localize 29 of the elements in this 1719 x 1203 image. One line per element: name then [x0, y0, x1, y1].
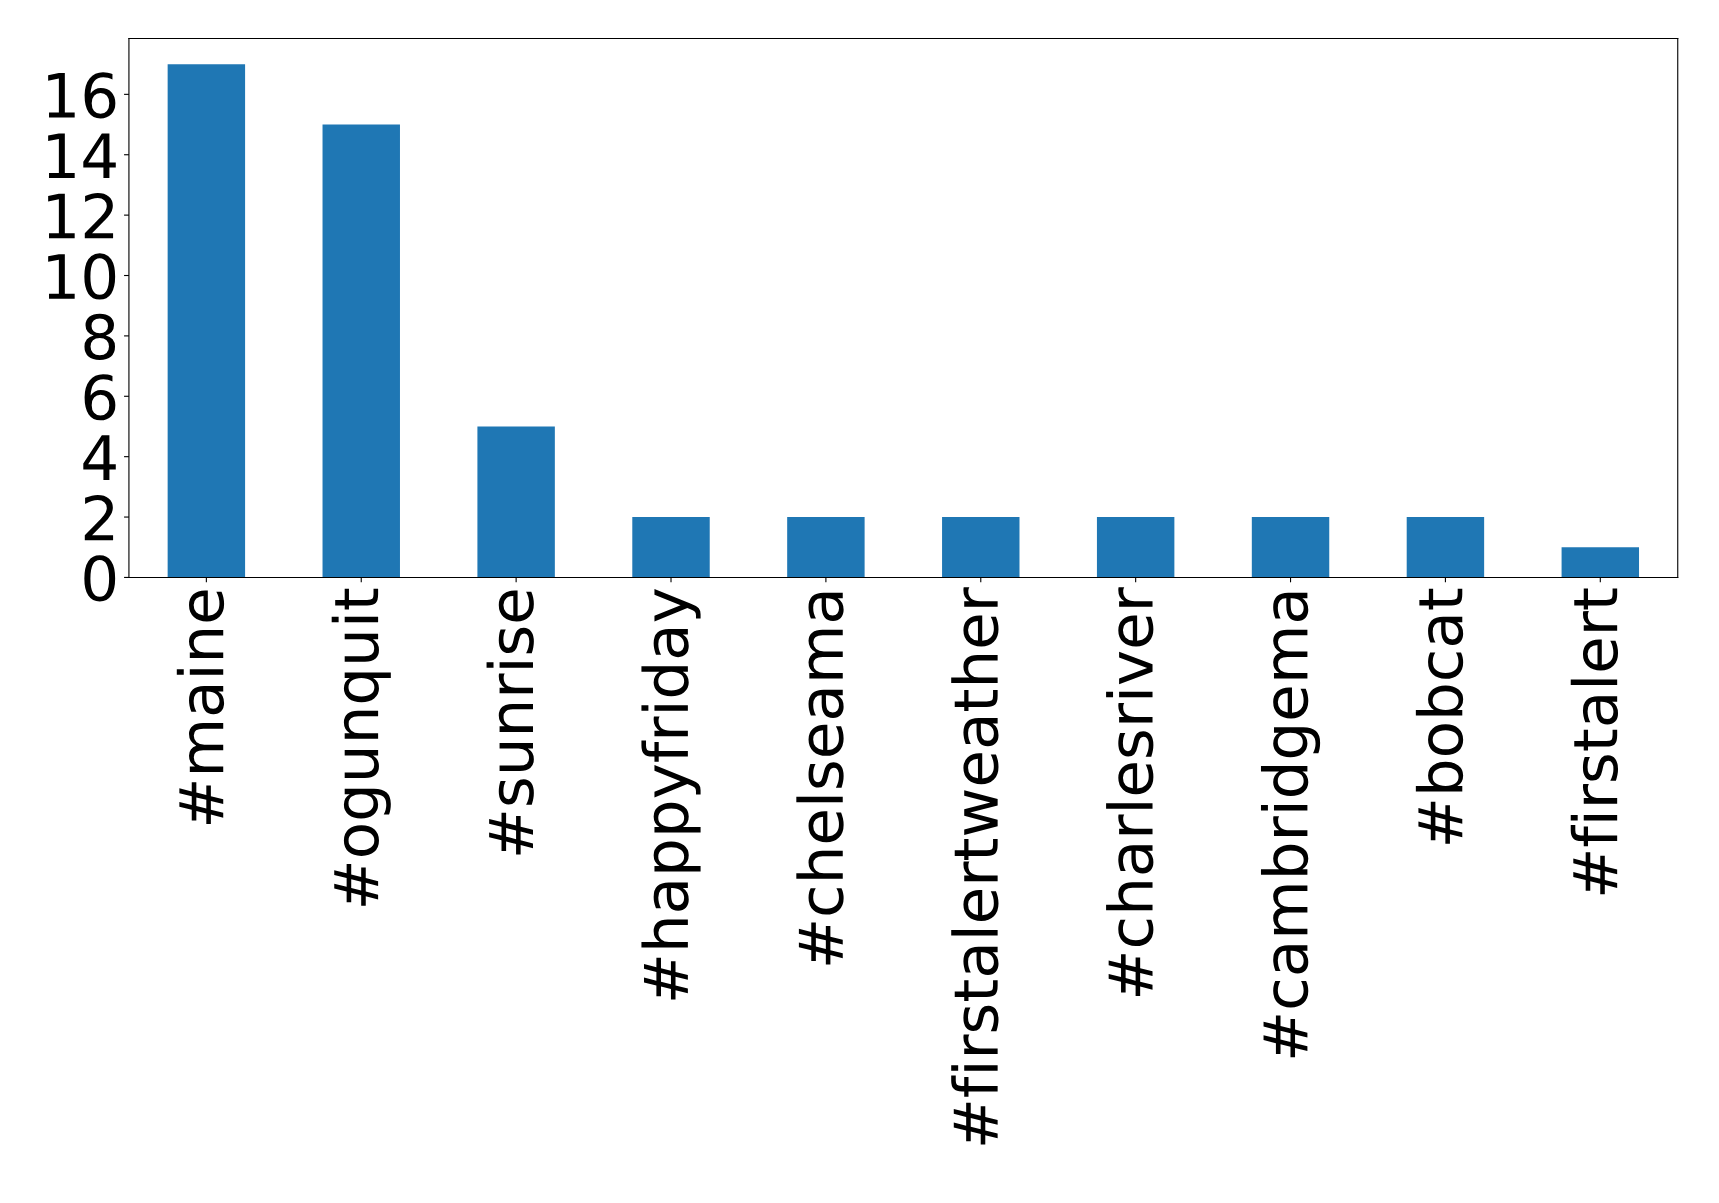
x-tick-label: #happyfriday	[641, 589, 701, 1000]
bar	[942, 517, 1020, 578]
y-tick-label: 2	[84, 494, 114, 541]
bar	[1561, 547, 1640, 578]
x-tick-label: #firstalertweather	[951, 587, 999, 1145]
y-tick-label: 12	[48, 192, 114, 239]
bar	[322, 124, 400, 578]
bar	[1096, 517, 1175, 578]
y-tick-label: 6	[84, 374, 116, 421]
y-tick-label: 14	[48, 133, 116, 178]
x-tick-label: #firstalert	[1570, 588, 1619, 895]
y-tick-label: 0	[84, 555, 116, 602]
bar	[167, 64, 246, 578]
y-tick-label: 16	[48, 72, 116, 119]
y-tick-label: 10	[48, 253, 116, 300]
bar	[632, 517, 710, 578]
x-tick-label: #sunrise	[486, 590, 534, 855]
x-tick-label: #ogunquit	[331, 588, 391, 906]
x-tick-label: #bobcat	[1415, 588, 1464, 844]
bar	[787, 517, 865, 578]
bar	[477, 426, 555, 578]
bar	[1251, 517, 1330, 578]
x-tick-label: #chelseama	[796, 592, 844, 965]
x-tick-label: #charlesriver	[1106, 587, 1154, 996]
x-tick-label: #cambridgema	[1260, 592, 1321, 1058]
bar	[1406, 517, 1485, 578]
y-tick-label: 4	[83, 435, 116, 480]
x-tick-label: #maine	[176, 590, 225, 824]
y-tick-label: 8	[84, 313, 116, 360]
